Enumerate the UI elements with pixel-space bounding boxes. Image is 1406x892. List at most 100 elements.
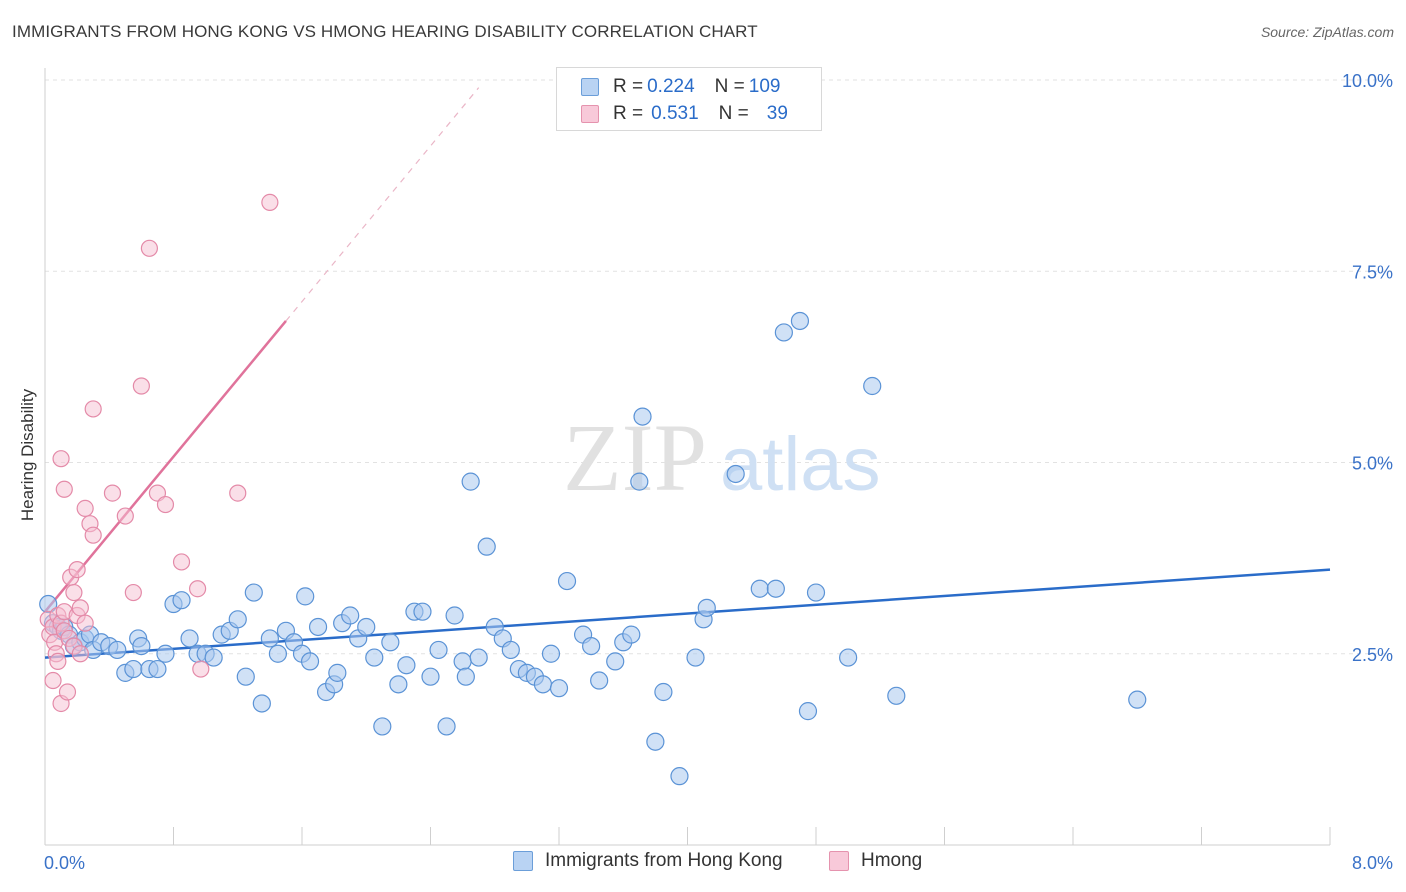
series-legend-hong-kong: Immigrants from Hong Kong [513,850,783,872]
hmong-point [156,495,175,514]
hong-kong-point [557,571,577,591]
legend-r-label: R = [613,103,644,124]
x-tick-label-max: 8.0% [1352,853,1393,873]
hmong-point [124,583,142,602]
hong-kong-points [39,311,1147,786]
y-tick-label: 5.0% [1352,454,1393,474]
hong-kong-point [461,472,480,491]
hong-kong-point [260,629,279,648]
hong-kong-point [108,640,127,660]
legend-swatch-pink [581,105,599,123]
hmong-point [103,484,122,502]
chart-source: Source: ZipAtlas.com [1260,24,1394,40]
hong-kong-point [887,686,906,705]
hong-kong-point [437,717,456,736]
hong-kong-point [726,464,745,484]
hmong-points [39,193,279,713]
hmong-point [58,683,77,701]
series-legend-label: Immigrants from Hong Kong [545,850,783,871]
hong-kong-point [456,667,475,686]
hong-kong-point [622,625,641,644]
hong-kong-point [180,629,199,648]
hmong-trend-line [44,320,287,613]
hmong-trend-extension [285,87,480,322]
hong-kong-point [357,617,376,637]
hong-kong-point [296,587,315,606]
hong-kong-point [381,633,400,652]
series-swatch-blue [513,851,533,871]
hmong-point [132,377,150,395]
hong-kong-point [798,702,818,721]
hong-kong-point [774,323,793,342]
hong-kong-point [341,606,360,625]
tick-labels: 2.5% 5.0% 7.5% 10.0% 0.0% 8.0% [44,71,1393,873]
hmong-point [68,560,86,579]
hong-kong-point [469,648,488,667]
hmong-point [229,484,247,502]
hong-kong-point [429,640,448,660]
hong-kong-point [453,652,472,671]
hmong-point [84,526,102,544]
hmong-point [65,583,83,602]
hmong-point [44,671,62,690]
hmong-point [140,239,159,257]
hong-kong-point [697,598,716,617]
hong-kong-point [268,644,288,663]
hmong-point [71,599,89,617]
hong-kong-point [236,667,255,686]
hmong-point [84,400,102,418]
hong-kong-point [156,644,175,663]
hong-kong-point [445,606,464,625]
watermark-zip: ZIP [563,404,707,511]
series-legend-hmong: Hmong [829,850,922,872]
hong-kong-point [397,656,416,675]
hong-kong-point [654,682,673,702]
hong-kong-point [606,652,625,671]
y-axis-label: Hearing Disability [18,388,37,522]
hong-kong-point [413,602,432,621]
hong-kong-point [633,407,652,426]
hong-kong-point [389,675,408,694]
hmong-point [116,507,134,525]
x-tick-label-min: 0.0% [44,853,85,873]
hong-kong-point [1128,690,1147,709]
hmong-point [192,660,210,678]
hmong-point [71,645,89,663]
hong-kong-point [477,537,496,556]
hong-kong-point [244,583,263,602]
hong-kong-point [533,675,553,694]
legend-n-value: 109 [748,76,781,97]
hong-kong-point [373,717,392,736]
y-tick-label: 7.5% [1352,262,1393,282]
series-swatch-pink [829,851,849,871]
hmong-point [261,193,279,211]
legend-n-label: N = [714,76,745,97]
hmong-trend-layer [44,87,480,613]
legend-r-value: 0.531 [651,103,699,124]
hong-kong-point [806,583,826,602]
hong-kong-point [630,472,649,491]
hong-kong-point [204,648,223,667]
legend-n-value: 39 [766,103,788,124]
hong-kong-point [863,376,882,396]
hong-kong-point [300,652,320,671]
hong-kong-point [646,732,665,751]
hong-kong-point [670,767,689,786]
legend-swatch-blue [581,78,599,96]
hong-kong-point [766,579,785,598]
hong-kong-point [172,591,191,610]
hong-kong-point [132,636,151,656]
watermark: ZIP atlas [563,404,881,511]
correlation-legend: R = 0.224 N = 109 R = 0.531 N = 39 [556,67,822,131]
hmong-point [55,480,73,498]
hong-kong-point [686,648,705,667]
hong-kong-point [549,679,569,698]
hmong-point [76,614,94,632]
legend-row-hong-kong: R = 0.224 N = 109 [581,74,780,100]
hong-kong-point [541,644,561,663]
series-legend: Immigrants from Hong Kong Hmong [0,850,1406,880]
series-legend-label: Hmong [861,850,923,871]
hmong-point [172,553,191,571]
y-tick-label: 10.0% [1342,71,1393,91]
